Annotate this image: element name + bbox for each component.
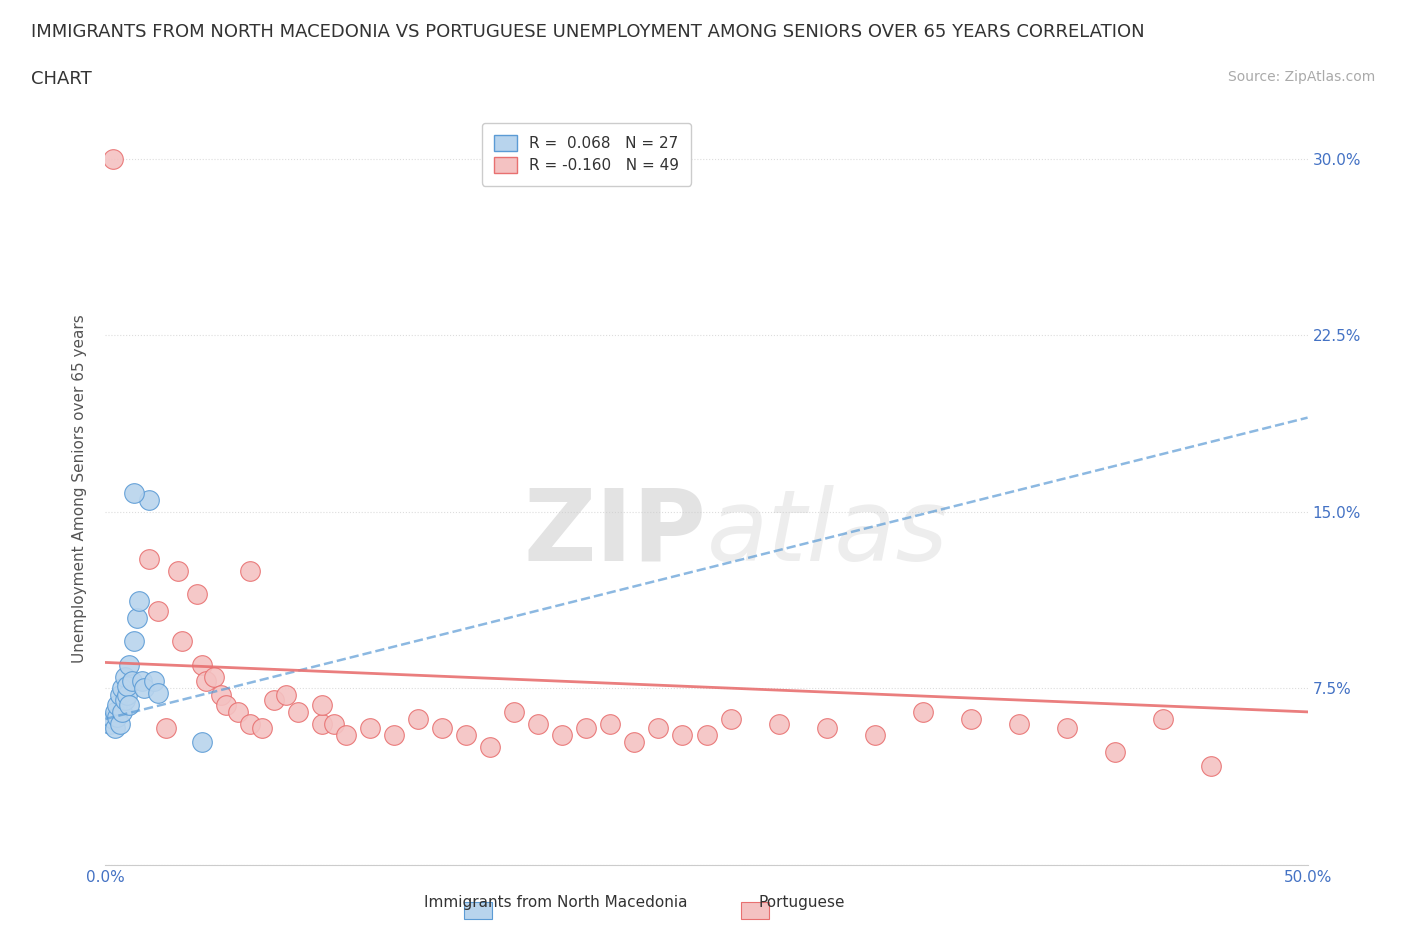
Point: [239, 564, 262, 578]
Point: [104, 721, 127, 736]
Text: IMMIGRANTS FROM NORTH MACEDONIA VS PORTUGUESE UNEMPLOYMENT AMONG SENIORS OVER 65: IMMIGRANTS FROM NORTH MACEDONIA VS PORTU…: [31, 23, 1144, 41]
Point: [382, 728, 405, 743]
Point: [671, 728, 693, 743]
Point: [195, 674, 218, 689]
Point: [599, 716, 621, 731]
Point: [551, 728, 574, 743]
Point: [1152, 711, 1174, 726]
Point: [1008, 716, 1031, 731]
Point: [118, 658, 141, 672]
Text: Immigrants from North Macedonia: Immigrants from North Macedonia: [423, 895, 688, 910]
Point: [186, 587, 208, 602]
Point: [1201, 759, 1223, 774]
Point: [479, 739, 502, 754]
Point: [142, 674, 165, 689]
Point: [111, 704, 134, 719]
Point: [114, 670, 136, 684]
Point: [209, 688, 232, 703]
Point: [115, 688, 138, 703]
Point: [503, 704, 526, 719]
Point: [815, 721, 838, 736]
Text: Portuguese: Portuguese: [758, 895, 845, 910]
Point: [322, 716, 344, 731]
Point: [148, 685, 170, 700]
Point: [121, 674, 143, 689]
Point: [863, 728, 886, 743]
Text: atlas: atlas: [707, 485, 948, 582]
Point: [101, 711, 124, 726]
Point: [108, 688, 131, 703]
Point: [335, 728, 357, 743]
Point: [124, 485, 146, 500]
Point: [696, 728, 718, 743]
Point: [125, 610, 148, 625]
Point: [128, 594, 150, 609]
Point: [138, 551, 160, 566]
Point: [132, 681, 155, 696]
Point: [226, 704, 249, 719]
Point: [430, 721, 453, 736]
Point: [456, 728, 478, 743]
Point: [124, 634, 146, 649]
Point: [311, 698, 333, 712]
Point: [1056, 721, 1078, 736]
Point: [104, 704, 127, 719]
Point: [155, 721, 177, 736]
Point: [190, 735, 212, 750]
Point: [768, 716, 790, 731]
Point: [214, 698, 236, 712]
Point: [115, 679, 138, 694]
Point: [114, 693, 136, 708]
Point: [101, 152, 124, 166]
Point: [108, 716, 131, 731]
Point: [172, 634, 194, 649]
Point: [1104, 745, 1126, 760]
Point: [274, 688, 297, 703]
Point: [250, 721, 273, 736]
Point: [263, 693, 285, 708]
Point: [527, 716, 550, 731]
Point: [166, 564, 188, 578]
Point: [720, 711, 742, 726]
Point: [406, 711, 429, 726]
Y-axis label: Unemployment Among Seniors over 65 years: Unemployment Among Seniors over 65 years: [72, 314, 87, 662]
Point: [575, 721, 598, 736]
Text: Source: ZipAtlas.com: Source: ZipAtlas.com: [1227, 70, 1375, 84]
Point: [118, 698, 141, 712]
Point: [202, 670, 225, 684]
Point: [647, 721, 669, 736]
Point: [107, 698, 129, 712]
Point: [107, 710, 129, 724]
Legend: R =  0.068   N = 27, R = -0.160   N = 49: R = 0.068 N = 27, R = -0.160 N = 49: [481, 123, 692, 185]
Point: [131, 674, 153, 689]
Text: CHART: CHART: [31, 70, 91, 87]
Point: [911, 704, 934, 719]
Point: [148, 604, 170, 618]
Point: [623, 735, 645, 750]
Point: [98, 716, 121, 731]
Point: [960, 711, 983, 726]
Point: [111, 681, 134, 696]
Text: ZIP: ZIP: [523, 485, 707, 582]
Point: [239, 716, 262, 731]
Point: [311, 716, 333, 731]
Point: [138, 493, 160, 508]
Point: [287, 704, 309, 719]
Point: [190, 658, 212, 672]
Point: [359, 721, 381, 736]
